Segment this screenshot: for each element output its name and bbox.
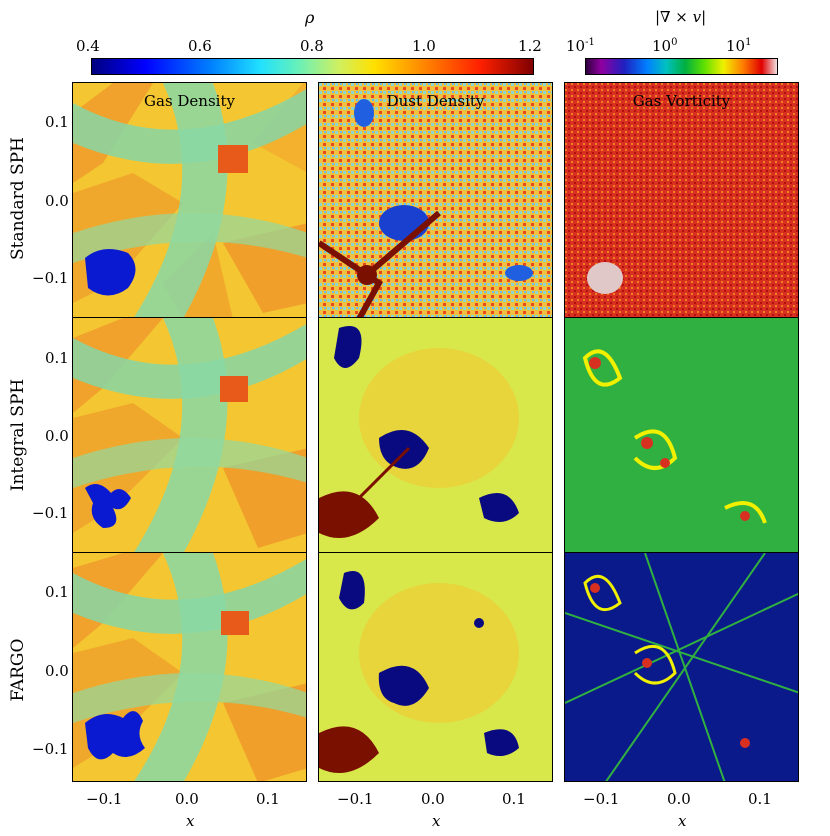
density-tick-2: 0.6	[188, 37, 212, 55]
panel-gas-density-standard-sph: Gas Density	[72, 82, 307, 318]
density-tick-4: 1.0	[412, 37, 436, 55]
density-colorbar	[91, 58, 534, 75]
x-tick-c1-c: 0.1	[256, 790, 280, 808]
panel-gas-vorticity-fargo	[564, 552, 799, 782]
x-tick-c3-a: −0.1	[583, 790, 620, 808]
x-tick-c2-b: 0.0	[421, 790, 445, 808]
density-tick-3: 0.8	[300, 37, 324, 55]
panel-gas-density-integral-sph	[72, 317, 307, 553]
panel-gas-vorticity-standard-sph: Gas Vorticity	[564, 82, 799, 318]
density-colorbar-label: ρ	[305, 8, 315, 27]
title-gas-vorticity: Gas Vorticity	[632, 92, 731, 110]
vort-tick-2: 100	[652, 37, 678, 55]
y-tick-r3-c: −0.1	[32, 740, 69, 758]
row-label-fargo: FARGO	[8, 638, 28, 702]
x-tick-c3-b: 0.0	[667, 790, 691, 808]
y-tick-r2-c: −0.1	[32, 504, 69, 522]
x-tick-c3-c: 0.1	[748, 790, 772, 808]
vort-tick-3: 101	[726, 37, 752, 55]
panel-gas-vorticity-integral-sph	[564, 317, 799, 553]
density-tick-5: 1.2	[518, 37, 542, 55]
y-tick-r2-a: 0.1	[45, 349, 69, 367]
dust-density-map	[319, 553, 552, 781]
x-tick-c1-b: 0.0	[175, 790, 199, 808]
y-tick-r2-b: 0.0	[45, 427, 69, 445]
gas-density-map	[73, 83, 306, 317]
density-colorbar-group: ρ 0.4 0.6 0.8 1.0 1.2 |∇ × v| 10-1 100 1…	[0, 0, 830, 80]
panel-dust-density-standard-sph: Dust Density	[318, 82, 553, 318]
y-tick-r3-a: 0.1	[45, 583, 69, 601]
gas-vorticity-map	[565, 318, 798, 552]
x-axis-label-3: x	[678, 812, 687, 830]
dust-density-map	[319, 83, 552, 317]
vorticity-colorbar-label: |∇ × v|	[655, 8, 707, 26]
gas-density-map	[73, 553, 306, 781]
panel-gas-density-fargo	[72, 552, 307, 782]
gas-vorticity-map	[565, 553, 798, 781]
y-tick-r1-b: 0.0	[45, 192, 69, 210]
title-dust-density: Dust Density	[386, 92, 485, 110]
row-label-integral-sph: Integral SPH	[8, 378, 28, 492]
gas-density-map	[73, 318, 306, 552]
y-tick-r3-b: 0.0	[45, 662, 69, 680]
gas-vorticity-map	[565, 83, 798, 317]
panel-dust-density-fargo	[318, 552, 553, 782]
vorticity-colorbar	[585, 58, 778, 75]
density-tick-1: 0.4	[76, 37, 100, 55]
x-tick-c2-c: 0.1	[502, 790, 526, 808]
y-tick-r1-c: −0.1	[32, 269, 69, 287]
title-gas-density: Gas Density	[144, 92, 235, 110]
x-tick-c1-a: −0.1	[86, 790, 123, 808]
y-tick-r1-a: 0.1	[45, 113, 69, 131]
x-axis-label-2: x	[432, 812, 441, 830]
panel-dust-density-integral-sph	[318, 317, 553, 553]
row-label-standard-sph: Standard SPH	[8, 137, 28, 260]
x-axis-label-1: x	[186, 812, 195, 830]
dust-density-map	[319, 318, 552, 552]
x-tick-c2-a: −0.1	[337, 790, 374, 808]
vort-tick-1: 10-1	[566, 37, 595, 55]
